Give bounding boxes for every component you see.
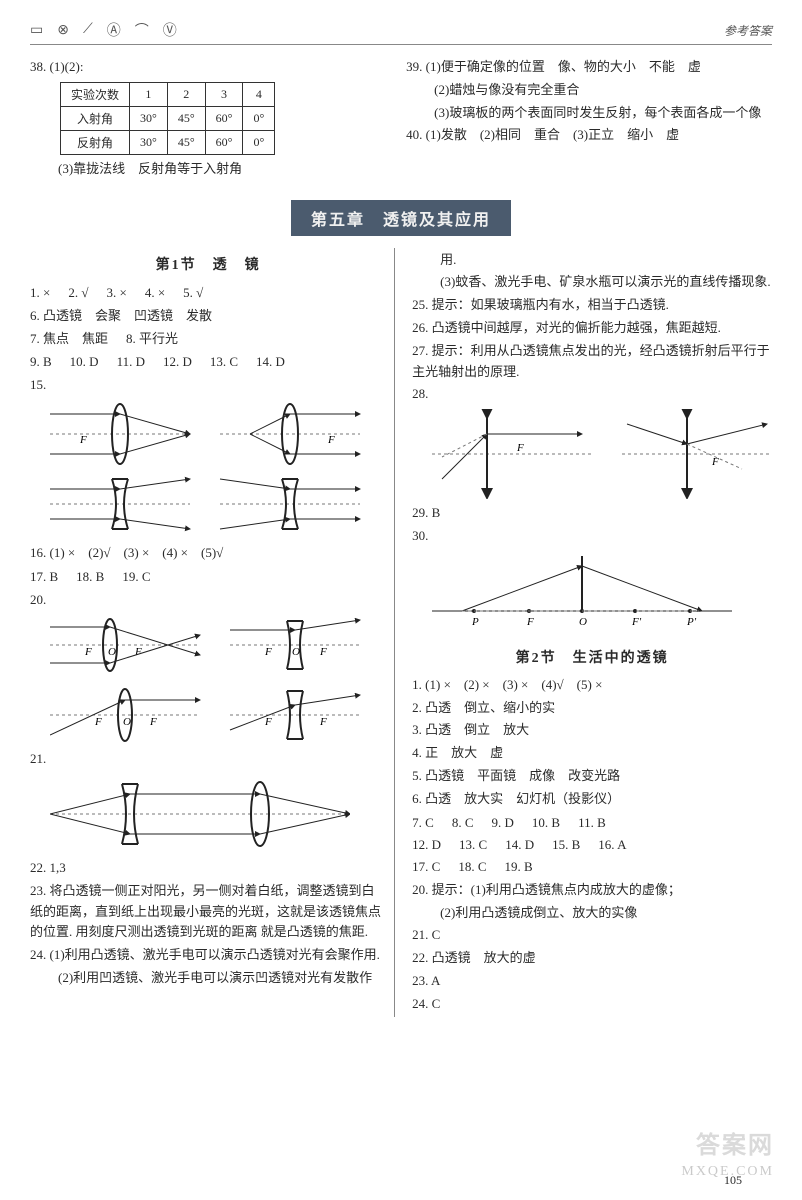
- s2-q3: 3. 凸透 倒立 放大: [412, 720, 772, 741]
- q25: 25. 提示：如果玻璃瓶内有水，相当于凸透镜.: [412, 295, 772, 316]
- svg-text:F: F: [264, 716, 272, 728]
- s2-q20-2: (2)利用凸透镜成倒立、放大的实像: [412, 903, 772, 924]
- symbol-lamp: ⊗: [57, 22, 69, 39]
- table-row: 实验次数 1 2 3 4: [61, 82, 275, 106]
- q39-1: 39. (1)便于确定像的位置 像、物的大小 不能 虚: [406, 57, 772, 78]
- svg-text:F: F: [319, 646, 327, 658]
- watermark-text: 答案网: [696, 1125, 774, 1160]
- symbol-switch: ⟋: [83, 22, 93, 38]
- section1-title: 第1节 透 镜: [30, 254, 386, 274]
- answers-row-2: 9. B 10. D 11. D 12. D 13. C 14. D: [30, 351, 386, 373]
- chapter-title: 第五章 透镜及其应用: [291, 200, 511, 236]
- svg-text:F: F: [134, 646, 142, 658]
- svg-text:F: F: [264, 646, 272, 658]
- svg-text:O: O: [108, 646, 116, 658]
- symbol-voltmeter: Ⓥ: [163, 20, 177, 40]
- svg-text:F: F: [79, 434, 87, 446]
- chapter-banner: 第五章 透镜及其应用: [30, 200, 772, 236]
- svg-text:F: F: [84, 646, 92, 658]
- fig-q28: F F: [432, 409, 772, 499]
- svg-text:P: P: [471, 616, 479, 628]
- symbol-bell: ⌒: [135, 20, 149, 40]
- q23: 23. 将凸透镜一侧正对阳光，另一侧对着白纸，调整透镜到白纸的距离，直到纸上出现…: [30, 881, 386, 943]
- svg-text:F: F: [327, 434, 335, 446]
- answers-row-1: 1. × 2. √ 3. × 4. × 5. √: [30, 282, 386, 304]
- s2-row3: 17. C 18. C 19. B: [412, 856, 772, 878]
- svg-text:F: F: [319, 716, 327, 728]
- s2-q1: 1. (1) × (2) × (3) × (4)√ (5) ×: [412, 675, 772, 696]
- main-columns: 第1节 透 镜 1. × 2. √ 3. × 4. × 5. √ 6. 凸透镜 …: [30, 248, 772, 1017]
- svg-text:P': P': [686, 616, 697, 628]
- s2-q24: 24. C: [412, 994, 772, 1015]
- section2-title: 第2节 生活中的透镜: [412, 647, 772, 667]
- q6: 6. 凸透镜 会聚 凹透镜 发散: [30, 306, 386, 327]
- q21: 21.: [30, 749, 386, 770]
- table-row: 反射角 30° 45° 60° 0°: [61, 130, 275, 154]
- header-right: 参考答案: [724, 22, 772, 39]
- page-number: 105: [724, 1173, 742, 1188]
- fig-q30: P F O F' P': [432, 551, 772, 641]
- table-row: 入射角 30° 45° 60° 0°: [61, 106, 275, 130]
- symbol-ammeter: Ⓐ: [107, 20, 121, 40]
- s2-q23: 23. A: [412, 971, 772, 992]
- page-header: ▭ ⊗ ⟋ Ⓐ ⌒ Ⓥ 参考答案: [30, 20, 772, 45]
- q30: 30.: [412, 526, 772, 547]
- q15: 15.: [30, 375, 386, 396]
- answers-row-3: 17. B 18. B 19. C: [30, 566, 386, 588]
- svg-text:F: F: [711, 456, 719, 468]
- q38-label: 38. (1)(2):: [30, 57, 386, 78]
- q27: 27. 提示：利用从凸透镜焦点发出的光，经凸透镜折射后平行于主光轴射出的原理.: [412, 341, 772, 383]
- q7-q8: 7. 焦点 焦距 8. 平行光: [30, 328, 386, 350]
- svg-text:F: F: [526, 616, 534, 628]
- q24-3: (3)蚊香、激光手电、矿泉水瓶可以演示光的直线传播现象.: [412, 272, 772, 293]
- svg-text:F: F: [94, 716, 102, 728]
- s2-q5: 5. 凸透镜 平面镜 成像 改变光路: [412, 766, 772, 787]
- q38-3: (3)靠拢法线 反射角等于入射角: [30, 159, 386, 180]
- q24-cont: 用.: [412, 250, 772, 271]
- svg-text:F: F: [149, 716, 157, 728]
- svg-text:O: O: [292, 646, 300, 658]
- q20: 20.: [30, 590, 386, 611]
- symbol-resistor: ▭: [30, 22, 43, 39]
- top-block: 38. (1)(2): 实验次数 1 2 3 4 入射角 30° 45° 60°…: [30, 55, 772, 182]
- q29: 29. B: [412, 503, 772, 524]
- fig-q15: F F: [50, 399, 386, 539]
- s2-q2: 2. 凸透 倒立、缩小的实: [412, 698, 772, 719]
- fig-q20: F O F F O F: [50, 615, 386, 745]
- s2-q20-1: 20. 提示：(1)利用凸透镜焦点内成放大的虚像；: [412, 880, 772, 901]
- left-column: 第1节 透 镜 1. × 2. √ 3. × 4. × 5. √ 6. 凸透镜 …: [30, 248, 386, 1017]
- fig-q21: [50, 774, 386, 854]
- q39-2: (2)蜡烛与像没有完全重合: [406, 80, 772, 101]
- experiment-table: 实验次数 1 2 3 4 入射角 30° 45° 60° 0° 反射角 30° …: [60, 82, 275, 155]
- s2-q4: 4. 正 放大 虚: [412, 743, 772, 764]
- svg-text:F: F: [516, 442, 524, 454]
- s2-row1: 7. C 8. C 9. D 10. B 11. B: [412, 812, 772, 834]
- s2-q6: 6. 凸透 放大实 幻灯机（投影仪）: [412, 789, 772, 810]
- q26: 26. 凸透镜中间越厚，对光的偏折能力越强，焦距越短.: [412, 318, 772, 339]
- q16: 16. (1) × (2)√ (3) × (4) × (5)√: [30, 543, 386, 564]
- q24-1: 24. (1)利用凸透镜、激光手电可以演示凸透镜对光有会聚作用.: [30, 945, 386, 966]
- q22: 22. 1,3: [30, 858, 386, 879]
- s2-q22: 22. 凸透镜 放大的虚: [412, 948, 772, 969]
- q40: 40. (1)发散 (2)相同 重合 (3)正立 缩小 虚: [406, 125, 772, 146]
- s2-q21: 21. C: [412, 925, 772, 946]
- s2-row2: 12. D 13. C 14. D 15. B 16. A: [412, 834, 772, 856]
- q28: 28.: [412, 384, 772, 405]
- svg-text:O: O: [579, 616, 587, 628]
- svg-text:F': F': [631, 616, 642, 628]
- q24-2: (2)利用凹透镜、激光手电可以演示凹透镜对光有发散作: [30, 968, 386, 989]
- right-column: 用. (3)蚊香、激光手电、矿泉水瓶可以演示光的直线传播现象. 25. 提示：如…: [402, 248, 772, 1017]
- svg-text:O: O: [123, 716, 131, 728]
- q39-3: (3)玻璃板的两个表面同时发生反射，每个表面各成一个像: [406, 103, 772, 124]
